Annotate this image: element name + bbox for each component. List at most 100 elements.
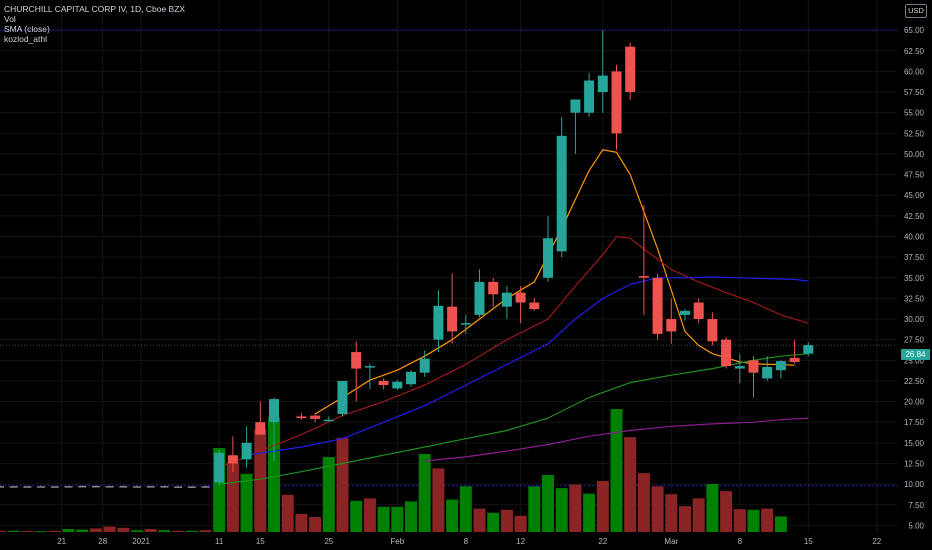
volume-bar	[199, 530, 212, 532]
y-tick-label: 35.00	[904, 274, 925, 283]
candle-body	[666, 319, 677, 332]
x-tick-label: 22	[872, 537, 881, 546]
candle-body	[762, 366, 773, 379]
time-axis[interactable]: 21282021111525Feb81222Mar8152229	[57, 537, 932, 546]
candle-body	[693, 302, 704, 320]
y-tick-label: 27.50	[904, 336, 925, 345]
y-tick-label: 17.50	[904, 418, 925, 427]
candle-body	[310, 415, 321, 419]
volume-bar	[651, 486, 664, 532]
y-tick-label: 45.00	[904, 191, 925, 200]
candle-body	[556, 135, 567, 252]
candle-body	[419, 358, 430, 373]
currency-button[interactable]: USD	[905, 4, 927, 18]
x-tick-label: 12	[516, 537, 525, 546]
volume-bar	[117, 527, 130, 532]
candle-body	[337, 380, 348, 414]
flat-candle-body	[78, 485, 87, 488]
volume-bar	[309, 517, 322, 532]
y-tick-label: 60.00	[904, 67, 925, 76]
volume-bar	[692, 498, 705, 532]
flat-candle-body	[23, 486, 32, 488]
y-tick-label: 55.00	[904, 109, 925, 118]
candle-body	[227, 455, 238, 464]
x-tick-label: 21	[57, 537, 66, 546]
volume-bar	[542, 475, 554, 532]
candle-body	[625, 46, 636, 93]
candle-body	[406, 371, 416, 385]
volume-bar	[7, 530, 20, 532]
volume-bar	[76, 529, 89, 532]
y-tick-label: 15.00	[904, 439, 925, 448]
volume-bars	[0, 409, 787, 533]
chart-legend: CHURCHILL CAPITAL CORP IV, 1D, Cboe BZX …	[4, 4, 185, 44]
volume-bar	[624, 437, 637, 532]
volume-bar	[405, 501, 417, 532]
flat-price-line	[0, 485, 210, 488]
volume-bar	[89, 528, 102, 532]
x-tick-label: 2021	[132, 537, 150, 546]
price-axis[interactable]: 65.00 62.50 60.00 57.50 55.00 52.50 50.00 47.50…	[904, 26, 925, 530]
volume-bar	[336, 437, 349, 532]
volume-bar	[761, 508, 774, 532]
x-tick-label: Feb	[390, 537, 404, 546]
candle-body	[652, 277, 663, 334]
volume-bar	[281, 494, 294, 532]
volume-bar	[172, 530, 185, 532]
candle-body	[214, 452, 225, 483]
candlesticks	[214, 30, 814, 486]
volume-bar	[432, 468, 445, 532]
x-tick-label: 11	[215, 537, 224, 546]
x-tick-label: 8	[738, 537, 743, 546]
volume-bar	[268, 417, 280, 532]
y-tick-label: 10.00	[904, 480, 925, 489]
candle-body	[529, 302, 540, 310]
legend-volume: Vol	[4, 14, 16, 24]
candle-body	[584, 80, 595, 113]
flat-candle-body	[174, 486, 183, 488]
flat-candle-body	[91, 485, 100, 488]
flat-candle-body	[119, 486, 128, 488]
legend-title: CHURCHILL CAPITAL CORP IV, 1D, Cboe BZX	[4, 4, 186, 14]
candle-body	[775, 361, 786, 371]
candle-body	[269, 399, 279, 423]
volume-bar	[35, 531, 48, 533]
x-tick-label: 22	[598, 537, 607, 546]
y-tick-label: 40.00	[904, 233, 925, 242]
y-tick-label: 22.50	[904, 377, 925, 386]
flat-candle-body	[50, 486, 59, 488]
y-tick-label: 37.50	[904, 253, 925, 262]
volume-bar	[158, 530, 171, 532]
candle-body	[488, 281, 499, 295]
candle-body	[748, 360, 759, 373]
volume-bar	[446, 499, 459, 532]
candle-body	[707, 319, 718, 342]
volume-bar	[0, 530, 6, 532]
candle-body	[447, 306, 458, 332]
candle-body	[789, 357, 800, 362]
flat-candle-body	[37, 486, 46, 488]
x-tick-label: 28	[98, 537, 107, 546]
volume-bar	[610, 409, 623, 532]
volume-bar	[418, 454, 431, 532]
horizontal-lines	[0, 29, 897, 487]
x-tick-label: 25	[324, 537, 333, 546]
x-tick-label: Mar	[664, 537, 678, 546]
candle-body	[680, 310, 690, 315]
sma-line	[314, 149, 795, 415]
volume-bar	[774, 516, 787, 532]
y-tick-label: 57.50	[904, 88, 925, 97]
flat-candle-body	[64, 486, 73, 488]
flat-candle-body	[0, 486, 4, 488]
volume-bar	[473, 508, 486, 532]
volume-bar	[103, 526, 116, 532]
moving-averages	[218, 149, 809, 485]
y-tick-label: 7.50	[908, 501, 924, 510]
candle-body	[515, 292, 526, 303]
volume-bar	[21, 530, 34, 532]
volume-bar	[733, 509, 746, 532]
candle-body	[611, 71, 622, 134]
candle-body	[241, 442, 252, 460]
candle-body	[501, 292, 512, 307]
